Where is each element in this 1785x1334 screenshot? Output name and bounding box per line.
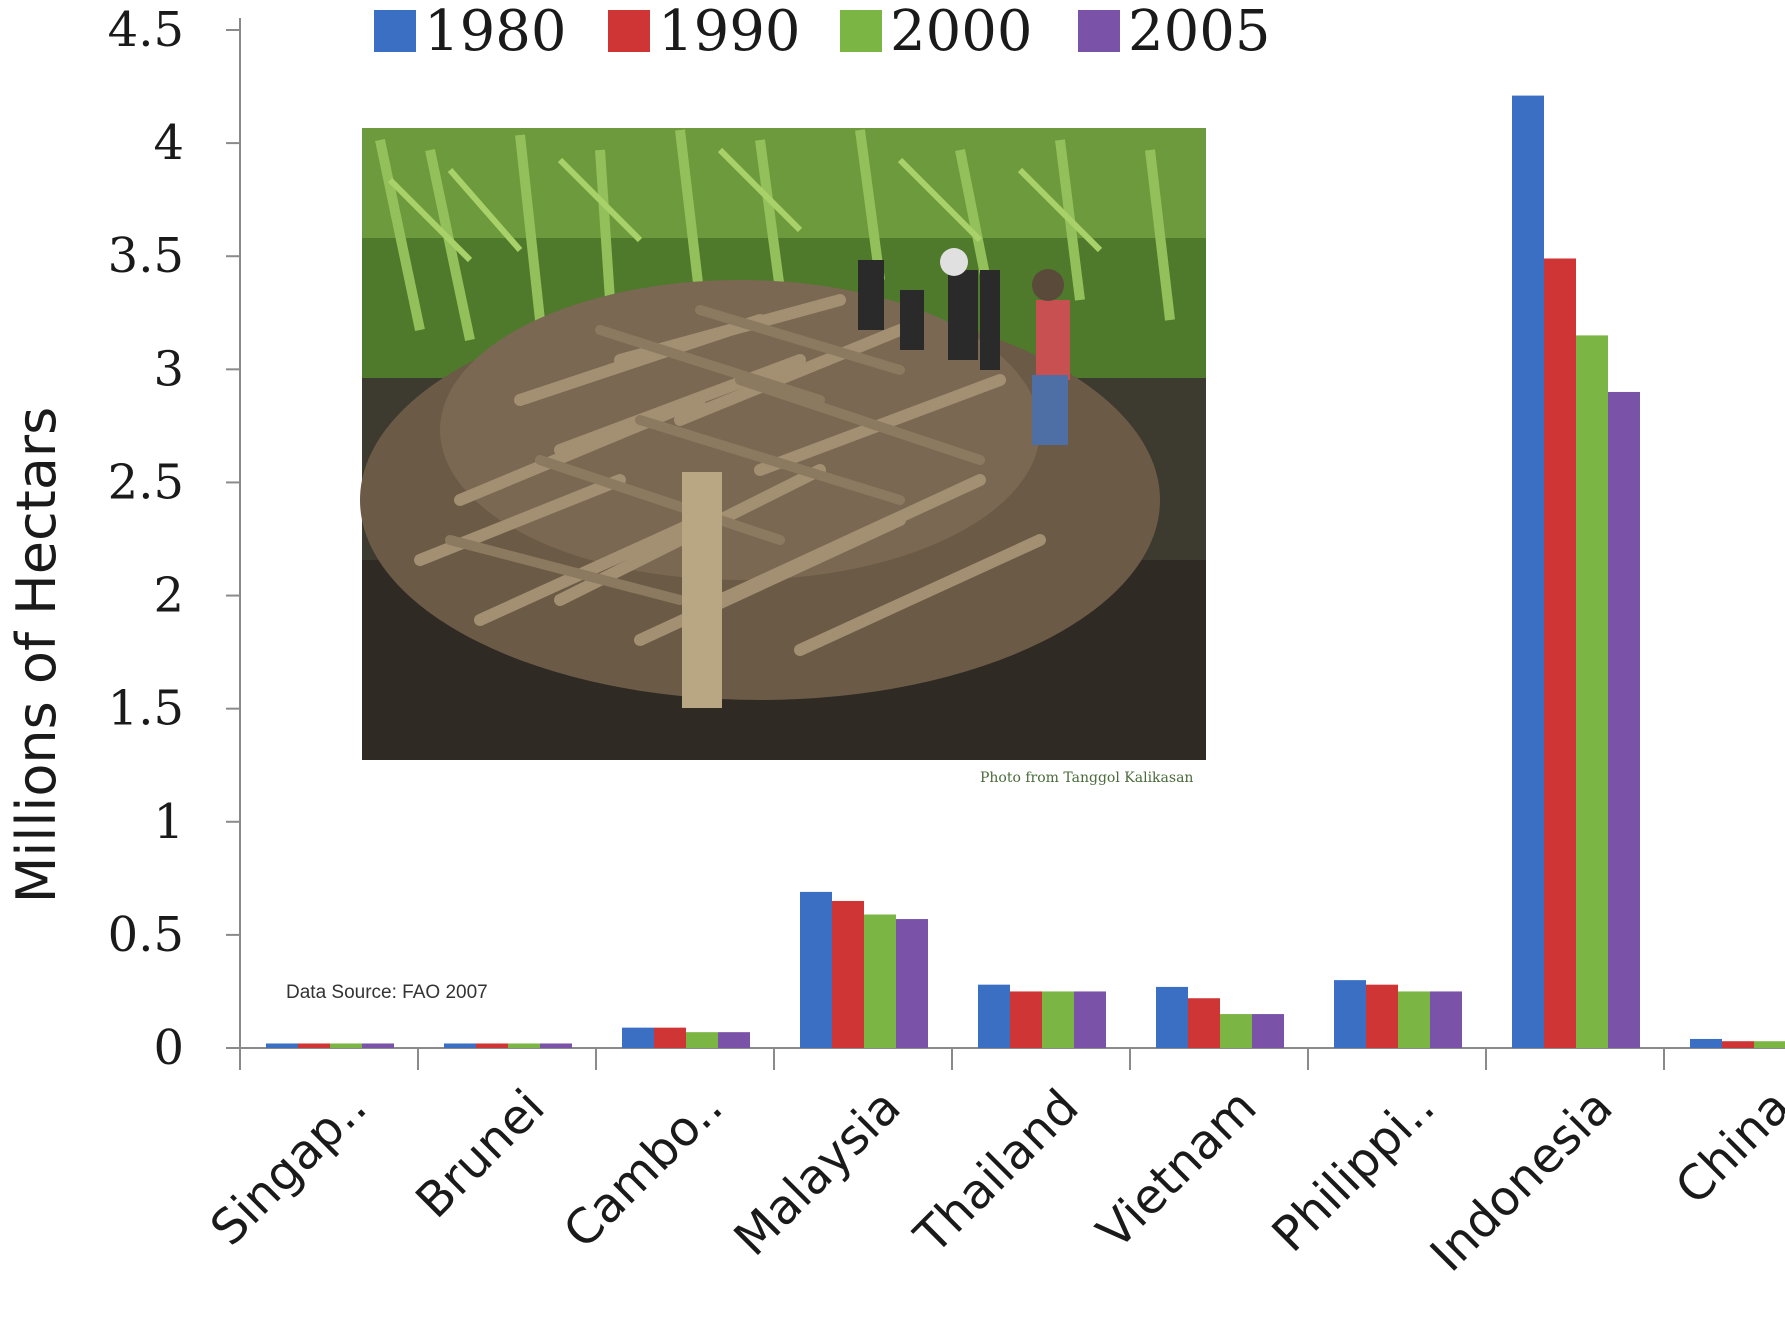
bar-1990-singap	[298, 1043, 330, 1048]
bar-2005-philippi	[1430, 991, 1462, 1048]
category-label: Philippi..	[1262, 1079, 1446, 1263]
bar-1990-philippi	[1366, 984, 1398, 1048]
bar-2005-malaysia	[896, 919, 928, 1048]
bar-2000-philippi	[1398, 991, 1430, 1048]
legend-swatch-1980	[374, 10, 416, 52]
category-label: Malaysia	[724, 1079, 912, 1267]
y-tick-label: 4	[153, 115, 184, 171]
category-label: Cambo..	[553, 1079, 733, 1259]
bar-1980-china	[1690, 1038, 1722, 1048]
y-tick-label: 2	[153, 568, 184, 624]
x-axis-ticks	[239, 1048, 1665, 1070]
bar-1980-malaysia	[800, 891, 832, 1048]
bar-2000-cambo	[686, 1032, 718, 1048]
bar-2005-thailand	[1074, 991, 1106, 1048]
y-tick-label: 0.5	[108, 907, 184, 963]
charcoal-woodpile-photo	[360, 128, 1206, 760]
bar-1980-indonesia	[1512, 95, 1544, 1049]
y-tick-label: 3	[153, 341, 184, 397]
bar-2000-vietnam	[1220, 1014, 1252, 1048]
bar-1980-cambo	[622, 1027, 654, 1048]
bar-2005-singap	[362, 1043, 394, 1048]
bar-2000-brunei	[508, 1043, 540, 1048]
y-tick-label: 2.5	[108, 454, 184, 510]
bar-2000-indonesia	[1576, 335, 1608, 1048]
legend-label-2005: 2005	[1128, 0, 1271, 64]
category-label: Brunei	[405, 1079, 555, 1229]
bar-1980-brunei	[444, 1043, 476, 1048]
category-label: Thailand	[903, 1079, 1089, 1265]
category-label: China	[1665, 1079, 1785, 1216]
y-tick-label: 1	[153, 794, 184, 850]
bar-2005-indonesia	[1608, 391, 1640, 1048]
bar-1980-thailand	[978, 984, 1010, 1048]
bar-1990-brunei	[476, 1043, 508, 1048]
y-tick-label: 1.5	[108, 681, 184, 737]
bar-1990-vietnam	[1188, 998, 1220, 1048]
category-label: Singap..	[200, 1079, 378, 1257]
bar-1980-philippi	[1334, 980, 1366, 1048]
legend: 1980 1990 2000 2005	[374, 0, 1271, 64]
legend-swatch-2000	[840, 10, 882, 52]
bar-2005-vietnam	[1252, 1014, 1284, 1048]
legend-swatch-2005	[1078, 10, 1120, 52]
y-axis-ticks: 0 0.5 1 1.5 2 2.5 3 3.5 4 4.5	[108, 2, 240, 1076]
bar-1990-thailand	[1010, 991, 1042, 1048]
y-tick-label: 3.5	[108, 228, 184, 284]
bars	[266, 95, 1785, 1049]
category-labels: Singap.. BruneiCambo..MalaysiaThailandVie…	[200, 1079, 1785, 1283]
category-label: Vietnam	[1086, 1079, 1267, 1260]
bar-1980-vietnam	[1156, 986, 1188, 1048]
bar-2000-thailand	[1042, 991, 1074, 1048]
bar-1990-cambo	[654, 1027, 686, 1048]
bar-1980-singap	[266, 1043, 298, 1048]
category-label: Indonesia	[1420, 1079, 1624, 1283]
bar-1990-malaysia	[832, 900, 864, 1048]
bar-1990-indonesia	[1544, 258, 1576, 1048]
bar-2000-china	[1754, 1041, 1785, 1048]
legend-label-2000: 2000	[890, 0, 1033, 64]
legend-label-1980: 1980	[424, 0, 567, 64]
y-tick-label: 0	[153, 1020, 184, 1076]
bar-2005-brunei	[540, 1043, 572, 1048]
bar-1990-china	[1722, 1041, 1754, 1048]
y-axis-label: Millions of Hectars	[5, 407, 68, 904]
legend-label-1990: 1990	[658, 0, 801, 64]
bar-2005-cambo	[718, 1032, 750, 1048]
bar-2000-malaysia	[864, 914, 896, 1048]
data-source-note: Data Source: FAO 2007	[286, 982, 488, 1003]
bar-2000-singap	[330, 1043, 362, 1048]
legend-swatch-1990	[608, 10, 650, 52]
y-tick-label: 4.5	[108, 2, 184, 58]
photo-credit: Photo from Tanggol Kalikasan	[980, 770, 1193, 786]
